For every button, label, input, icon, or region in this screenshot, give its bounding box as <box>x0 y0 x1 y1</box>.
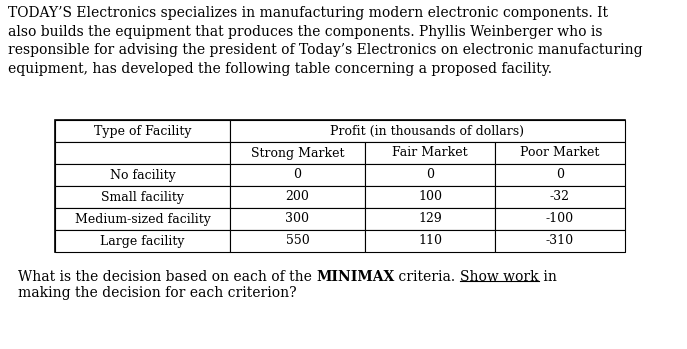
Text: Profit (in thousands of dollars): Profit (in thousands of dollars) <box>330 125 524 138</box>
Bar <box>55 142 230 164</box>
Text: -32: -32 <box>550 191 570 203</box>
Bar <box>365 186 495 208</box>
Text: Large facility: Large facility <box>100 235 185 247</box>
Text: Strong Market: Strong Market <box>251 147 344 159</box>
Text: Poor Market: Poor Market <box>520 147 600 159</box>
Bar <box>365 208 495 230</box>
Bar <box>495 142 625 164</box>
Bar <box>495 164 625 186</box>
Bar <box>230 142 365 164</box>
Bar <box>55 120 230 142</box>
Text: What is the decision based on each of the: What is the decision based on each of th… <box>18 270 316 284</box>
Bar <box>495 186 625 208</box>
Bar <box>495 230 625 252</box>
Text: 550: 550 <box>286 235 309 247</box>
Text: Show work: Show work <box>460 270 539 284</box>
Bar <box>55 120 625 252</box>
Bar <box>230 164 365 186</box>
Bar <box>230 120 625 142</box>
Text: Small facility: Small facility <box>101 191 184 203</box>
Text: Fair Market: Fair Market <box>392 147 468 159</box>
Text: in: in <box>539 270 556 284</box>
Bar <box>55 164 230 186</box>
Bar <box>365 230 495 252</box>
Bar <box>230 186 365 208</box>
Text: 0: 0 <box>556 169 564 181</box>
Text: 110: 110 <box>418 235 442 247</box>
Text: No facility: No facility <box>110 169 175 181</box>
Text: 300: 300 <box>286 213 310 225</box>
Text: 200: 200 <box>286 191 309 203</box>
Text: 0: 0 <box>293 169 302 181</box>
Bar <box>230 208 365 230</box>
Text: Type of Facility: Type of Facility <box>93 125 191 138</box>
Text: 100: 100 <box>418 191 442 203</box>
Text: Medium-sized facility: Medium-sized facility <box>75 213 210 225</box>
Text: 0: 0 <box>426 169 434 181</box>
Text: MINIMAX: MINIMAX <box>316 270 394 284</box>
Text: -310: -310 <box>546 235 574 247</box>
Text: TODAY’S Electronics specializes in manufacturing modern electronic components. I: TODAY’S Electronics specializes in manuf… <box>8 6 642 76</box>
Bar <box>365 142 495 164</box>
Text: -100: -100 <box>546 213 574 225</box>
Bar <box>495 208 625 230</box>
Text: making the decision for each criterion?: making the decision for each criterion? <box>18 287 297 300</box>
Bar <box>55 208 230 230</box>
Text: 129: 129 <box>418 213 442 225</box>
Bar <box>55 230 230 252</box>
Text: criteria.: criteria. <box>394 270 460 284</box>
Bar <box>230 230 365 252</box>
Bar <box>55 186 230 208</box>
Bar <box>365 164 495 186</box>
